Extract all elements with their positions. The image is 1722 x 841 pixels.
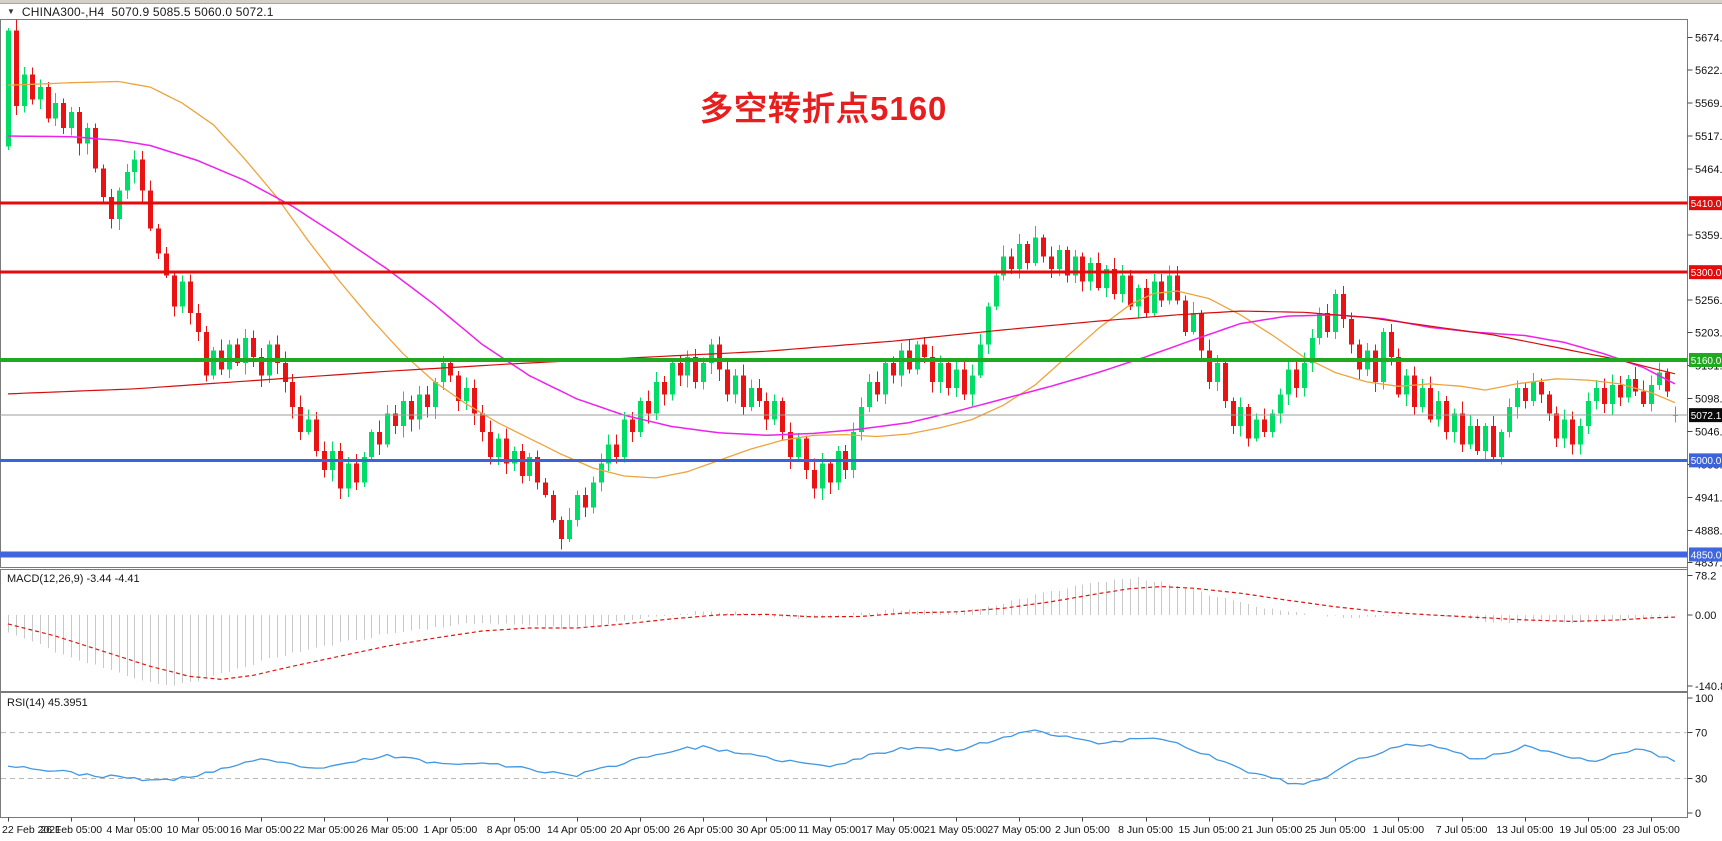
horizontal-lines-layer bbox=[0, 201, 1688, 558]
time-axis-label: 23 Jul 05:00 bbox=[1623, 824, 1680, 836]
window-top-edge bbox=[0, 0, 1722, 4]
time-axis-label: 16 Mar 05:00 bbox=[230, 824, 292, 836]
time-axis-label: 25 Jun 05:00 bbox=[1305, 824, 1366, 836]
macd-indicator-label: MACD(12,26,9) -3.44 -4.41 bbox=[7, 573, 140, 585]
price-badge-5000.0: 5000.0 bbox=[1689, 453, 1722, 468]
rsi-line bbox=[7, 729, 1676, 785]
svg-text:0: 0 bbox=[1695, 808, 1701, 820]
price-tick-label: 4941.0 bbox=[1695, 492, 1722, 504]
svg-text:-140.88: -140.88 bbox=[1695, 681, 1722, 693]
svg-text:5000.0: 5000.0 bbox=[1691, 456, 1722, 467]
price-tick-label: 5359.5 bbox=[1695, 230, 1722, 242]
moving-averages-layer bbox=[7, 80, 1676, 479]
svg-text:78.2: 78.2 bbox=[1695, 570, 1716, 582]
macd-histogram bbox=[8, 576, 1676, 686]
time-axis-label: 21 Jun 05:00 bbox=[1242, 824, 1303, 836]
price-axis: 5674.5 5622.0 5569.5 5517.0 5464.5 5359.5 5256… bbox=[1687, 32, 1722, 569]
red_ma-line bbox=[7, 310, 1676, 395]
annotation-text: 多空转折点5160 bbox=[700, 90, 948, 127]
time-axis-label: 1 Apr 05:00 bbox=[424, 824, 478, 836]
svg-text:5300.0: 5300.0 bbox=[1691, 268, 1722, 279]
time-axis-label: 22 Feb 2021 bbox=[2, 824, 61, 836]
macd-signal-line bbox=[7, 585, 1675, 681]
price-badge-5410.0: 5410.0 bbox=[1689, 196, 1722, 211]
time-axis-label: 11 May 05:00 bbox=[798, 824, 861, 836]
time-axis-label: 20 Apr 05:00 bbox=[610, 824, 670, 836]
panel-borders bbox=[0, 19, 1688, 818]
bid-price-badge: 5072.1 bbox=[1689, 408, 1722, 423]
time-axis-label: 13 Jul 05:00 bbox=[1496, 824, 1553, 836]
price-tick-label: 5098.5 bbox=[1695, 394, 1722, 406]
price-tick-label: 5464.5 bbox=[1695, 164, 1722, 176]
price-tick-label: 5203.5 bbox=[1695, 328, 1722, 340]
time-axis-label: 22 Mar 05:00 bbox=[293, 824, 355, 836]
time-axis-label: 4 Mar 05:00 bbox=[106, 824, 162, 836]
svg-text:0.00: 0.00 bbox=[1695, 610, 1716, 622]
time-axis-label: 26 Apr 05:00 bbox=[673, 824, 733, 836]
time-axis-label: 21 May 05:00 bbox=[924, 824, 988, 836]
price-tick-label: 5674.5 bbox=[1695, 32, 1722, 44]
svg-text:5072.1: 5072.1 bbox=[1691, 411, 1722, 422]
time-axis-label: 30 Apr 05:00 bbox=[737, 824, 797, 836]
time-axis-label: 14 Apr 05:00 bbox=[547, 824, 607, 836]
time-axis-label: 26 Mar 05:00 bbox=[356, 824, 418, 836]
chart-titlebar: ▼ CHINA300-,H4 5070.9 5085.5 5060.0 5072… bbox=[0, 4, 1722, 19]
price-tick-label: 4888.5 bbox=[1695, 525, 1722, 537]
price-tick-label: 5046.0 bbox=[1695, 427, 1722, 439]
macd-axis: 78.2 0.00 -140.88 bbox=[1687, 570, 1722, 693]
price-tick-label: 5517.0 bbox=[1695, 131, 1722, 143]
price-tick-label: 5622.0 bbox=[1695, 65, 1722, 77]
rsi-indicator-label: RSI(14) 45.3951 bbox=[7, 697, 88, 709]
price-badge-5160.0: 5160.0 bbox=[1689, 352, 1722, 367]
svg-text:5160.0: 5160.0 bbox=[1691, 356, 1722, 367]
svg-text:100: 100 bbox=[1695, 693, 1713, 705]
time-axis-label: 15 Jun 05:00 bbox=[1178, 824, 1239, 836]
price-badge-4850.0: 4850.0 bbox=[1689, 547, 1722, 562]
chart-title: CHINA300-,H4 5070.9 5085.5 5060.0 5072.1 bbox=[21, 4, 274, 19]
time-axis-label: 19 Jul 05:00 bbox=[1559, 824, 1616, 836]
price-tick-label: 5569.5 bbox=[1695, 98, 1722, 110]
price-badge-5300.0: 5300.0 bbox=[1689, 265, 1722, 280]
svg-text:4850.0: 4850.0 bbox=[1691, 550, 1722, 561]
time-axis-label: 8 Jun 05:00 bbox=[1118, 824, 1173, 836]
rsi-levels bbox=[1, 732, 1687, 780]
symbol-dropdown-icon[interactable]: ▼ bbox=[7, 7, 15, 16]
time-axis-label: 7 Jul 05:00 bbox=[1436, 824, 1488, 836]
price-tick-label: 5256.0 bbox=[1695, 295, 1722, 307]
time-axis-label: 8 Apr 05:00 bbox=[487, 824, 541, 836]
time-axis-label: 17 May 05:00 bbox=[861, 824, 925, 836]
time-axis-label: 27 May 05:00 bbox=[987, 824, 1051, 836]
svg-text:70: 70 bbox=[1695, 728, 1707, 740]
time-axis-label: 1 Jul 05:00 bbox=[1373, 824, 1425, 836]
rsi-axis: 100 70 30 0 bbox=[1687, 693, 1713, 820]
time-axis-label: 10 Mar 05:00 bbox=[167, 824, 229, 836]
svg-text:5410.0: 5410.0 bbox=[1691, 199, 1722, 210]
time-axis-label: 2 Jun 05:00 bbox=[1055, 824, 1110, 836]
svg-text:30: 30 bbox=[1695, 774, 1707, 786]
time-axis-label: 26 Feb 05:00 bbox=[40, 824, 102, 836]
orange_ma-line bbox=[7, 80, 1676, 479]
